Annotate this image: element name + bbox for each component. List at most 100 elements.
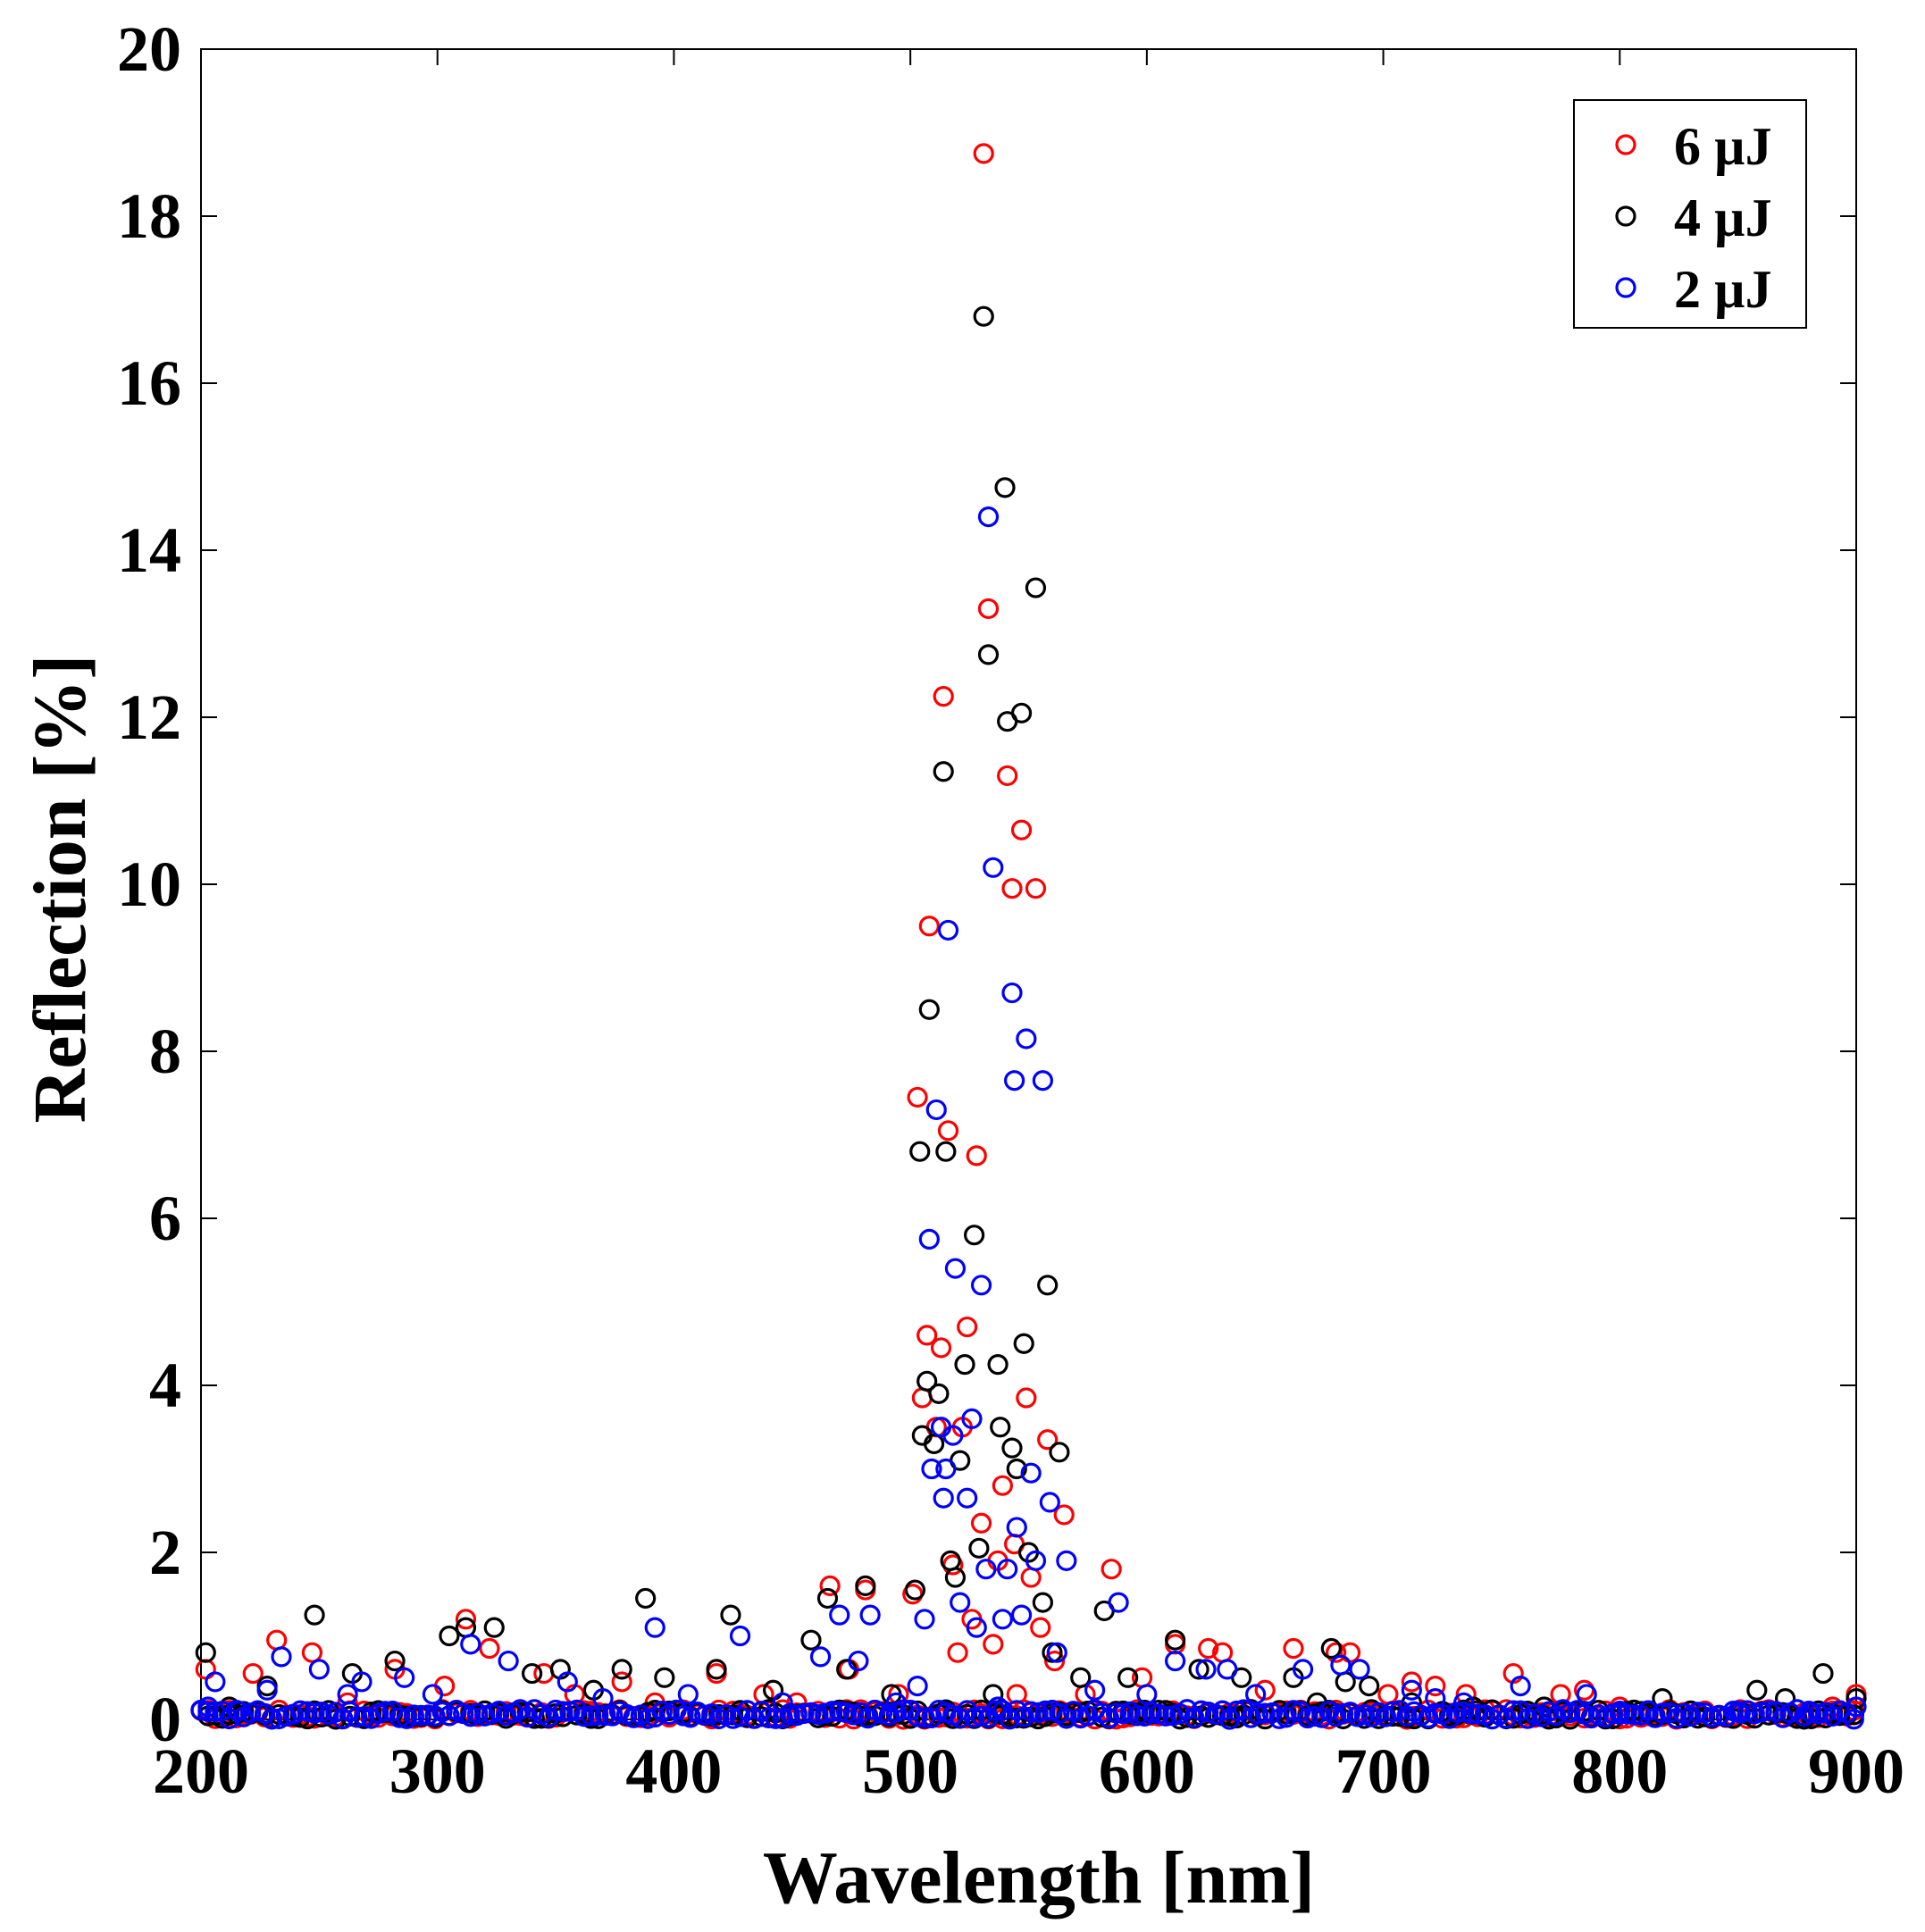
data-point bbox=[1108, 1592, 1129, 1613]
baseline-point bbox=[793, 1702, 815, 1725]
data-point bbox=[1025, 577, 1047, 598]
data-point bbox=[1084, 1679, 1106, 1701]
data-point bbox=[950, 1592, 971, 1613]
baseline-point bbox=[757, 1707, 779, 1729]
baseline-point bbox=[1191, 1700, 1212, 1721]
data-point bbox=[937, 1120, 959, 1142]
data-point bbox=[855, 1575, 876, 1597]
baseline-point bbox=[1843, 1709, 1864, 1730]
data-point bbox=[977, 644, 1000, 665]
data-point bbox=[909, 1141, 931, 1162]
data-point bbox=[460, 1634, 481, 1655]
data-point bbox=[954, 1354, 975, 1376]
data-point bbox=[256, 1679, 278, 1701]
data-point bbox=[942, 1425, 964, 1446]
data-point bbox=[1425, 1675, 1446, 1697]
data-point bbox=[308, 1659, 330, 1680]
baseline-point bbox=[1382, 1701, 1403, 1722]
data-point bbox=[916, 1325, 938, 1346]
baseline-point bbox=[1034, 1700, 1056, 1721]
baseline-point bbox=[1020, 1701, 1042, 1722]
data-point bbox=[914, 1609, 935, 1630]
data-point bbox=[1056, 1550, 1077, 1571]
data-point bbox=[918, 1228, 940, 1250]
data-point bbox=[592, 1688, 614, 1710]
baseline-point bbox=[1126, 1705, 1148, 1727]
data-point bbox=[654, 1667, 675, 1688]
series-0 bbox=[190, 143, 1867, 1730]
data-point bbox=[1016, 1387, 1037, 1409]
data-point bbox=[1165, 1629, 1186, 1651]
data-point bbox=[1845, 1688, 1867, 1710]
x-tick-label: 800 bbox=[1571, 1735, 1668, 1807]
data-point bbox=[228, 1701, 249, 1722]
data-point bbox=[1136, 1684, 1158, 1705]
baseline-point bbox=[581, 1705, 602, 1727]
x-tick-label: 200 bbox=[153, 1735, 249, 1807]
legend: 6 µJ 4 µJ 2 µJ bbox=[1573, 99, 1807, 329]
data-point bbox=[829, 1604, 850, 1626]
data-point bbox=[195, 1659, 216, 1680]
data-point bbox=[966, 1617, 987, 1638]
data-point bbox=[930, 1337, 952, 1359]
x-tick-label: 900 bbox=[1808, 1735, 1904, 1807]
y-tick-label: 2 bbox=[149, 1517, 181, 1588]
x-tick-label: 400 bbox=[625, 1735, 722, 1807]
data-point bbox=[1001, 1437, 1023, 1459]
y-tick-label: 10 bbox=[117, 849, 181, 920]
data-point bbox=[966, 1145, 987, 1167]
data-point bbox=[1025, 878, 1047, 899]
baseline-point bbox=[1247, 1703, 1268, 1725]
data-point bbox=[772, 1692, 793, 1713]
data-point bbox=[1053, 1504, 1075, 1526]
data-point bbox=[1452, 1692, 1475, 1713]
data-point bbox=[706, 1659, 727, 1680]
data-point bbox=[1359, 1675, 1380, 1697]
data-point bbox=[1195, 1659, 1217, 1680]
data-point bbox=[337, 1684, 358, 1705]
data-point bbox=[933, 686, 954, 707]
baseline-point bbox=[1765, 1701, 1787, 1722]
data-point bbox=[800, 1629, 822, 1651]
data-point bbox=[937, 919, 959, 941]
baseline-point bbox=[964, 1707, 985, 1728]
data-point bbox=[195, 1642, 216, 1663]
data-point bbox=[1006, 1517, 1027, 1538]
data-point bbox=[1165, 1650, 1186, 1672]
data-point bbox=[970, 1512, 992, 1534]
data-point bbox=[720, 1604, 741, 1626]
data-point bbox=[1016, 1028, 1037, 1050]
baseline-point bbox=[1687, 1702, 1709, 1723]
data-point bbox=[1001, 982, 1023, 1004]
x-tick-label: 500 bbox=[862, 1735, 958, 1807]
data-point bbox=[809, 1646, 832, 1668]
baseline-point bbox=[1425, 1702, 1446, 1724]
data-point bbox=[1049, 1442, 1070, 1463]
data-point bbox=[304, 1604, 325, 1626]
data-point bbox=[1020, 1462, 1042, 1484]
data-point bbox=[266, 1629, 288, 1651]
data-point bbox=[498, 1650, 519, 1672]
data-point bbox=[907, 1086, 928, 1108]
data-point bbox=[1377, 1684, 1399, 1705]
data-point bbox=[205, 1671, 226, 1693]
data-point bbox=[635, 1587, 657, 1610]
x-axis-title: Wavelength [nm] bbox=[763, 1836, 1315, 1919]
data-point bbox=[1006, 1684, 1027, 1705]
data-point bbox=[729, 1625, 751, 1647]
baseline-point bbox=[1290, 1701, 1311, 1722]
baseline-point bbox=[552, 1701, 573, 1722]
data-point bbox=[483, 1617, 505, 1638]
data-point bbox=[557, 1671, 578, 1693]
baseline-point bbox=[829, 1701, 850, 1722]
baseline-point bbox=[410, 1704, 431, 1726]
data-point bbox=[968, 1537, 990, 1559]
data-point bbox=[987, 1696, 1009, 1718]
data-point bbox=[925, 1099, 947, 1121]
baseline-point bbox=[1063, 1701, 1084, 1722]
data-point bbox=[1609, 1701, 1630, 1722]
series-1 bbox=[190, 305, 1867, 1730]
legend-marker bbox=[1615, 277, 1636, 298]
baseline-point bbox=[1652, 1702, 1673, 1724]
